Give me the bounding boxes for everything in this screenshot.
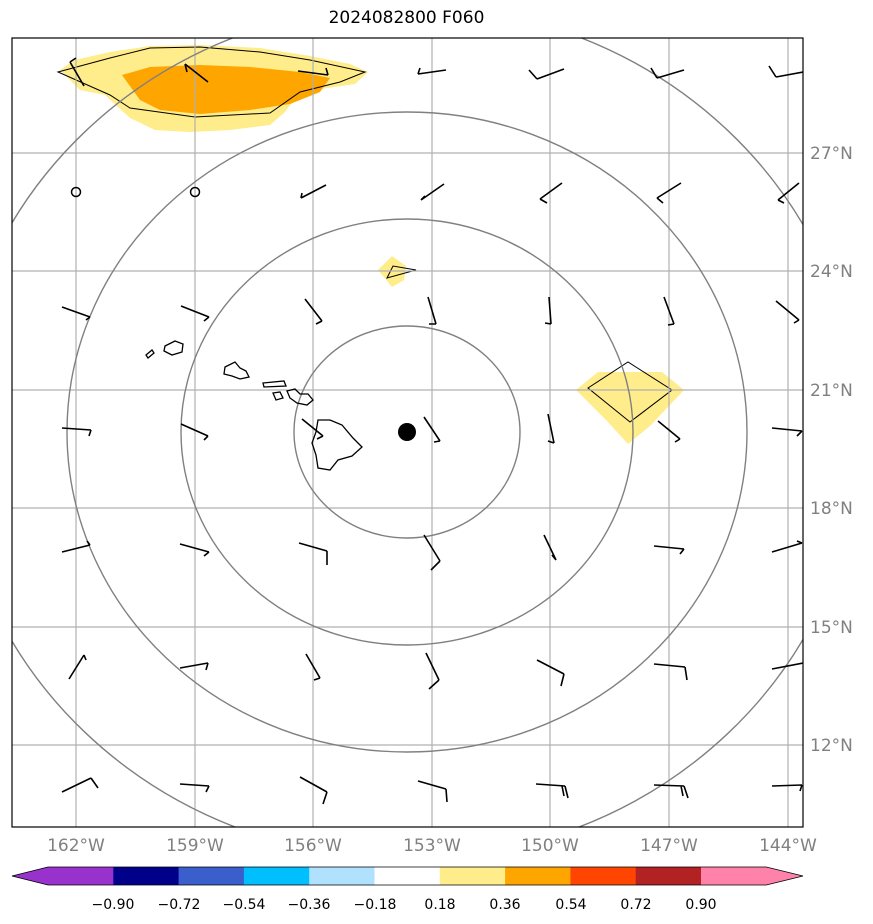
shaded-region-east-yellow [576,372,684,444]
lon-label: 156°W [284,836,342,856]
lat-label: 21°N [810,381,853,401]
lon-label: 153°W [403,836,461,856]
colorbar-outline [11,866,804,886]
lon-label: 147°W [640,836,698,856]
lon-label: 162°W [47,836,105,856]
lat-label: 12°N [810,736,853,756]
hawaii-coastline [145,340,363,471]
colorbar-tick-label: 0.90 [685,897,716,913]
colorbar-segment [113,867,180,885]
colorbar-segment [48,867,114,885]
colorbar-segment [570,867,637,885]
lat-label: 18°N [810,499,853,519]
contour-outline-north [56,46,367,118]
colorbar-segment [374,867,441,885]
map-title: 2024082800 F060 [328,8,485,28]
lon-label: 144°W [759,836,817,856]
colorbar-tick-label: −0.36 [288,897,331,913]
colorbar-segment [505,867,571,885]
shaded-region-north-orange [122,65,330,114]
distance-rings [12,38,803,827]
colorbar-tick-label: 0.18 [424,897,455,913]
colorbar-extension-low [12,867,48,885]
colorbar-tick-label: 0.54 [555,897,586,913]
colorbar-segment [439,867,506,885]
graticule [12,38,803,827]
colorbar-tick-label: 0.72 [620,897,651,913]
storm-center-marker [398,423,416,441]
lon-label: 150°W [521,836,579,856]
colorbar-tick-label: −0.72 [158,897,201,913]
colorbar-segment [309,867,375,885]
colorbar-extension-high [766,867,803,885]
lon-label: 159°W [166,836,224,856]
colorbar-segment [178,867,245,885]
colorbar-tick-label: −0.90 [92,897,135,913]
colorbar-segment [243,867,310,885]
wind-barbs [61,57,803,805]
contour-outline-center [386,265,417,279]
colorbar-tick-label: −0.18 [354,897,397,913]
colorbar-tick-label: 0.36 [489,897,520,913]
lat-label: 15°N [810,618,853,638]
colorbar-segment [701,867,767,885]
lat-label: 24°N [810,262,853,282]
colorbar-tick-label: −0.54 [223,897,266,913]
colorbar-segment [635,867,702,885]
calm-wind-circle [189,186,201,198]
colorbar [11,866,804,886]
map-frame [11,37,804,828]
lat-label: 27°N [810,144,853,164]
calm-wind-circle [70,186,82,198]
